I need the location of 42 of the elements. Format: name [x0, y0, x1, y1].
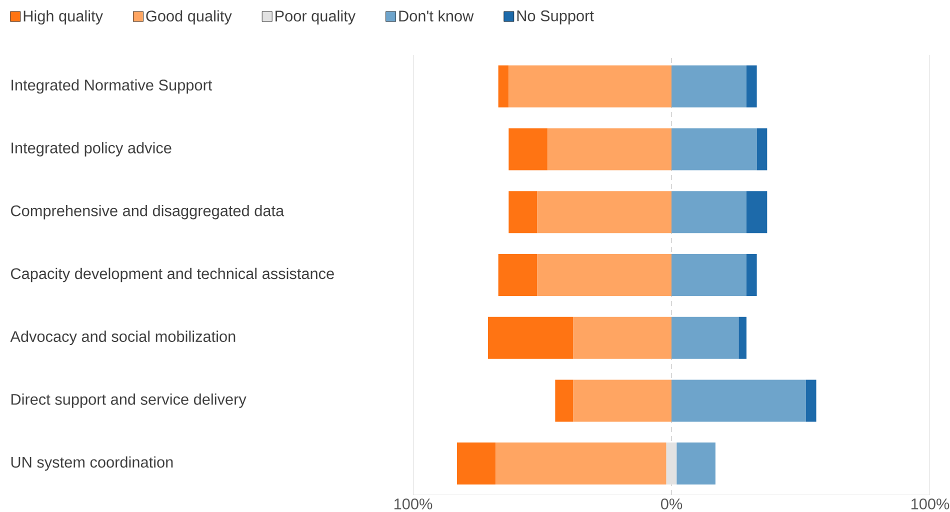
bar — [508, 65, 672, 108]
y-tick-label: Direct support and service delivery — [11, 394, 246, 408]
x-tick-label: 0% — [660, 498, 682, 510]
bar — [672, 191, 746, 234]
bar — [555, 380, 574, 422]
bar — [738, 316, 746, 359]
bar — [496, 442, 666, 485]
bar — [672, 254, 746, 296]
bar — [746, 65, 757, 108]
legend-label: No Support — [517, 10, 594, 24]
bar — [672, 65, 746, 108]
bar — [746, 254, 757, 296]
bar — [537, 254, 672, 296]
y-tick-label: Integrated Normative Support — [12, 79, 212, 94]
bar — [508, 191, 538, 234]
bar — [756, 128, 768, 170]
bar — [672, 316, 739, 359]
bar — [456, 442, 496, 485]
bar — [508, 128, 548, 170]
legend-label: Don't know — [399, 10, 474, 22]
bar — [498, 65, 509, 108]
bar — [537, 191, 672, 234]
bar — [498, 254, 538, 296]
y-tick-label: Advocacy and social mobilization — [10, 330, 236, 346]
bar — [806, 380, 816, 422]
bar — [676, 442, 716, 485]
legend-label: Good quality — [146, 10, 232, 25]
bar — [547, 128, 672, 170]
legend-label: Poor quality — [276, 10, 356, 25]
bar — [488, 316, 574, 359]
bar — [573, 380, 672, 422]
bar — [672, 128, 757, 170]
y-tick-label: Capacity development and technical assistance — [10, 268, 334, 282]
x-tick-label: 100% — [394, 498, 432, 510]
y-tick-label: Integrated policy advice — [12, 142, 172, 156]
y-tick-label: UN system coordination — [11, 456, 173, 471]
x-tick-label: 100% — [911, 498, 950, 510]
bar — [746, 191, 768, 234]
y-tick-label: Comprehensive and disaggregated data — [10, 204, 284, 220]
bar — [573, 316, 672, 359]
legend-label: High quality — [24, 10, 103, 25]
bar — [672, 380, 806, 422]
